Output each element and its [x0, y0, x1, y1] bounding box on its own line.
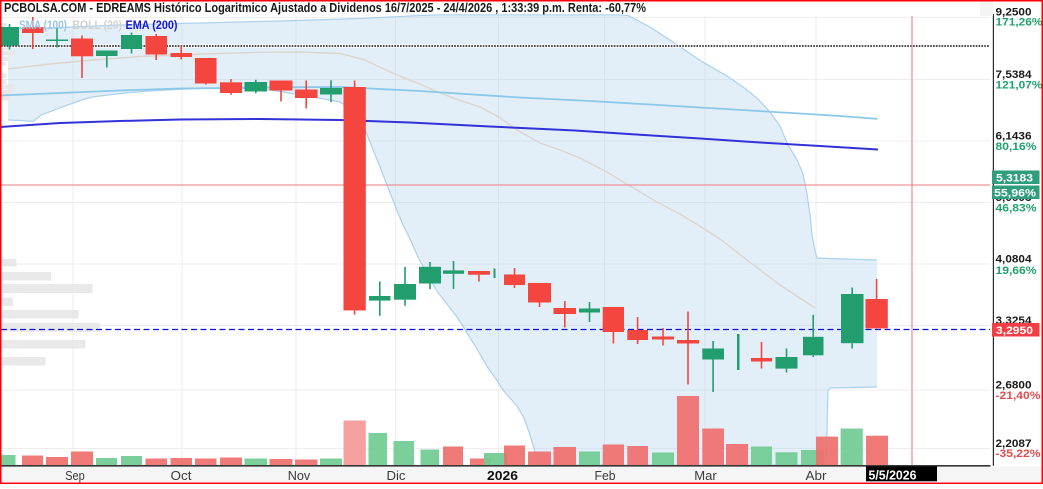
svg-text:Sep: Sep — [65, 468, 85, 483]
svg-text:2,6800: 2,6800 — [996, 379, 1032, 391]
svg-text:PCBOLSA.COM - EDREAMS Históric: PCBOLSA.COM - EDREAMS Histórico Logaritm… — [4, 1, 646, 15]
svg-text:-21,40%: -21,40% — [996, 390, 1041, 402]
svg-text:3,2950: 3,2950 — [996, 325, 1033, 337]
svg-text:Abr: Abr — [806, 468, 828, 483]
svg-text:5,3183: 5,3183 — [996, 173, 1033, 185]
svg-text:19,66%: 19,66% — [996, 265, 1037, 277]
svg-text:46,83%: 46,83% — [996, 202, 1037, 214]
svg-text:Oct: Oct — [171, 468, 192, 483]
svg-text:EMA (200): EMA (200) — [126, 20, 178, 32]
svg-text:6,1436: 6,1436 — [996, 131, 1032, 143]
svg-text:2026: 2026 — [487, 468, 518, 483]
svg-text:9,2500: 9,2500 — [996, 6, 1032, 18]
svg-text:Nov: Nov — [288, 468, 311, 483]
svg-text:4,0804: 4,0804 — [996, 254, 1033, 266]
svg-text:Feb: Feb — [595, 468, 616, 483]
svg-text:7,5384: 7,5384 — [996, 69, 1033, 81]
svg-text:171,26%: 171,26% — [996, 17, 1043, 29]
svg-text:5/5/2026: 5/5/2026 — [869, 468, 917, 483]
svg-text:2,2087: 2,2087 — [996, 438, 1032, 450]
svg-text:BOLL (20): BOLL (20) — [73, 20, 123, 32]
svg-text:55,96%: 55,96% — [994, 188, 1036, 200]
svg-text:SMA (100): SMA (100) — [19, 20, 67, 32]
svg-text:Mar: Mar — [694, 468, 717, 483]
svg-text:121,07%: 121,07% — [996, 79, 1043, 91]
svg-text:80,16%: 80,16% — [996, 141, 1037, 153]
svg-text:Dic: Dic — [387, 468, 407, 483]
svg-text:-35,22%: -35,22% — [996, 448, 1041, 460]
